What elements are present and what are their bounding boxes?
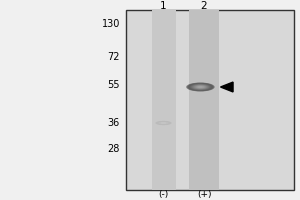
Ellipse shape [196, 86, 205, 88]
Ellipse shape [190, 84, 211, 90]
Ellipse shape [198, 86, 203, 88]
Ellipse shape [159, 122, 169, 124]
Ellipse shape [160, 122, 167, 124]
Ellipse shape [189, 83, 212, 91]
Bar [189, 10, 219, 190]
Bar [126, 10, 294, 190]
Text: (+): (+) [197, 190, 211, 200]
Ellipse shape [192, 84, 209, 90]
Ellipse shape [155, 121, 172, 125]
Ellipse shape [159, 122, 168, 124]
Ellipse shape [160, 122, 167, 124]
Ellipse shape [196, 86, 204, 88]
Ellipse shape [161, 122, 166, 124]
Ellipse shape [156, 121, 171, 125]
Text: 2: 2 [201, 1, 207, 11]
Ellipse shape [188, 83, 213, 91]
Text: 130: 130 [102, 19, 120, 29]
Text: 28: 28 [108, 144, 120, 154]
Text: (-): (-) [158, 190, 169, 200]
Ellipse shape [187, 83, 214, 91]
Ellipse shape [191, 84, 210, 90]
Polygon shape [220, 82, 233, 92]
Ellipse shape [193, 85, 208, 89]
Ellipse shape [194, 85, 207, 89]
Ellipse shape [157, 121, 170, 125]
Bar [152, 10, 176, 190]
Ellipse shape [158, 121, 169, 125]
Text: 36: 36 [108, 118, 120, 128]
Ellipse shape [195, 85, 206, 89]
Ellipse shape [158, 122, 169, 124]
Ellipse shape [161, 122, 166, 124]
Ellipse shape [186, 83, 215, 92]
Text: 1: 1 [160, 1, 167, 11]
Text: 55: 55 [107, 80, 120, 90]
Text: 72: 72 [107, 52, 120, 62]
Ellipse shape [156, 121, 171, 125]
